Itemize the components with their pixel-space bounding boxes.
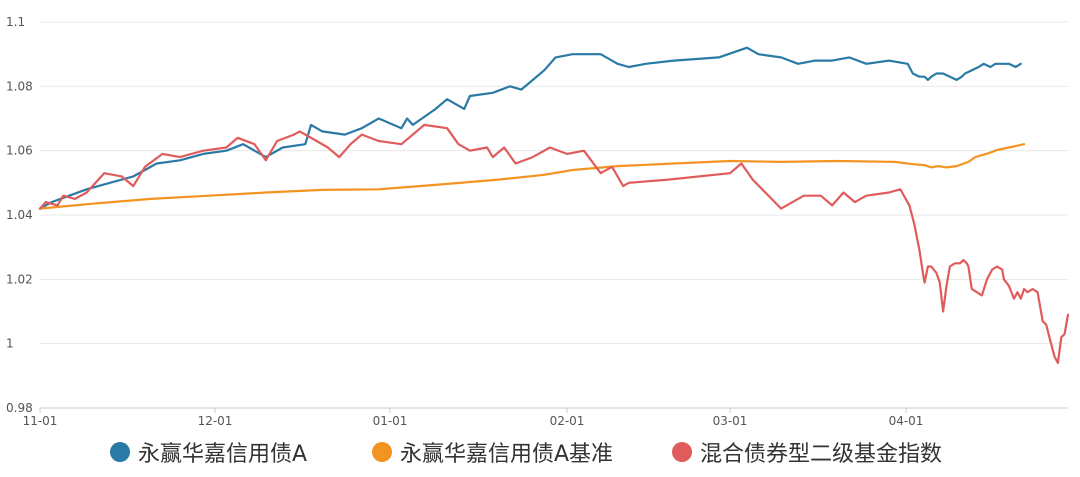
y-tick-label: 1.06 [6,144,33,158]
legend-dot-icon [672,442,692,462]
legend-item-fund[interactable]: 永赢华嘉信用债A [110,436,307,468]
legend-dot-icon [372,442,392,462]
legend-item-benchmark[interactable]: 永赢华嘉信用债A基准 [372,436,613,468]
legend: 永赢华嘉信用债A 永赢华嘉信用债A基准 混合债券型二级基金指数 [0,428,1080,477]
grid-lines [40,21,1068,345]
legend-dot-icon [110,442,130,462]
y-tick-label: 1.1 [6,15,25,29]
series-line-0 [38,46,1022,210]
x-tick-label: 11-01 [23,414,58,428]
y-tick-label: 1.02 [6,272,33,286]
legend-label-index: 混合债券型二级基金指数 [700,442,943,467]
x-tick-label: 01-01 [373,414,408,428]
legend-item-index[interactable]: 混合债券型二级基金指数 [672,436,942,468]
legend-label-fund: 永赢华嘉信用债A [138,442,308,467]
x-tick-label: 04-01 [889,414,924,428]
legend-label-benchmark: 永赢华嘉信用债A基准 [400,442,614,467]
series-lines [38,46,1070,365]
x-tick-label: 03-01 [713,414,748,428]
y-tick-label: 1.08 [6,79,33,93]
line-chart: 0.98 1 1.02 1.04 1.06 1.08 1.1 11-01 12-01 01-01… [6,15,1070,428]
y-axis-ticks: 0.98 1 1.02 1.04 1.06 1.08 1.1 [6,15,33,415]
x-axis: 11-01 12-01 01-01 02-01 03-01 04-01 [23,407,1068,428]
y-tick-label: 1 [6,337,14,351]
series-line-2 [38,123,1070,365]
series-line-1 [38,143,1026,210]
x-tick-label: 02-01 [550,414,585,428]
y-tick-label: 1.04 [6,208,33,222]
y-tick-label: 0.98 [6,401,33,415]
x-tick-label: 12-01 [198,414,233,428]
